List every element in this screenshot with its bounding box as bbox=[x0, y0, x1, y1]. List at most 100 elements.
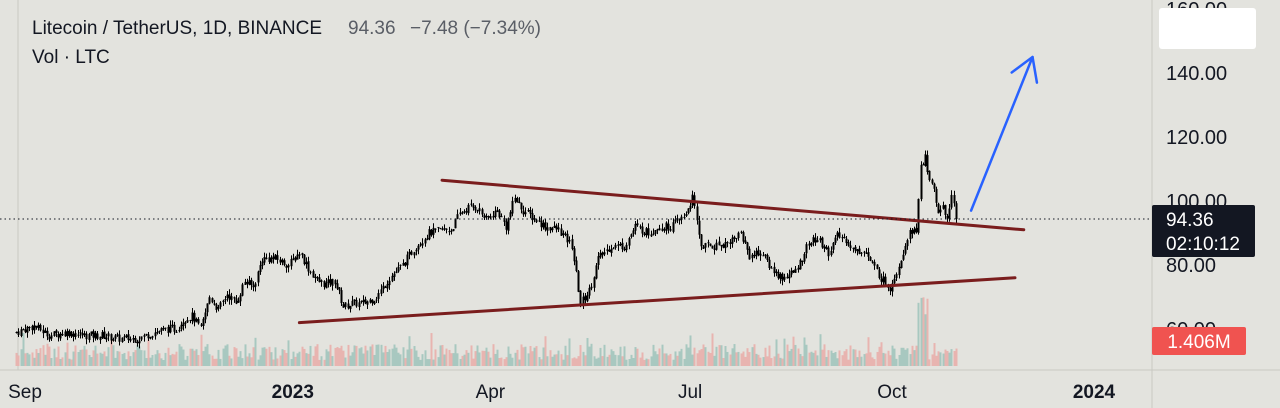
volume-bar bbox=[136, 344, 139, 366]
volume-bar bbox=[105, 356, 108, 366]
candle-body bbox=[331, 278, 334, 286]
candle-body bbox=[15, 332, 18, 334]
candle-body bbox=[823, 246, 826, 249]
volume-bar bbox=[803, 337, 806, 366]
candle-body bbox=[740, 231, 743, 233]
volume-bar bbox=[250, 357, 253, 366]
candle-body bbox=[762, 255, 765, 257]
candle-body bbox=[586, 295, 589, 302]
candle-body bbox=[371, 299, 374, 304]
volume-bar bbox=[437, 357, 440, 366]
candle-body bbox=[608, 249, 611, 252]
candle-body bbox=[744, 240, 747, 243]
volume-bar bbox=[114, 357, 117, 366]
volume-bar bbox=[898, 355, 901, 366]
volume-bar bbox=[424, 350, 427, 366]
candle-body bbox=[856, 249, 859, 252]
volume-bar bbox=[500, 357, 503, 366]
volume-bar bbox=[713, 355, 716, 366]
volume-bar bbox=[140, 350, 143, 366]
candle-body bbox=[676, 218, 679, 220]
volume-bar bbox=[162, 359, 165, 366]
candle-body bbox=[406, 254, 409, 266]
candle-body bbox=[248, 280, 251, 285]
volume-bar bbox=[46, 343, 49, 366]
lower-trendline[interactable] bbox=[297, 276, 1017, 325]
volume-bar bbox=[867, 337, 870, 366]
volume-bar bbox=[42, 345, 45, 366]
volume-bar bbox=[595, 358, 598, 366]
candle-body bbox=[882, 276, 885, 283]
candle-body bbox=[841, 237, 844, 239]
volume-bar bbox=[614, 354, 617, 366]
candle-body bbox=[711, 245, 714, 249]
candle-body bbox=[766, 255, 769, 260]
legend-volume[interactable]: Vol · LTC bbox=[32, 47, 110, 68]
projection-arrow[interactable] bbox=[969, 55, 1039, 212]
candle-body bbox=[164, 327, 167, 329]
volume-bar bbox=[654, 351, 657, 366]
volume-bar bbox=[538, 357, 541, 366]
candle-body bbox=[678, 219, 681, 221]
upper-trendline[interactable] bbox=[440, 178, 1026, 232]
volume-bar bbox=[228, 355, 231, 366]
legend-symbol[interactable]: Litecoin / TetherUS, 1D, BINANCE bbox=[32, 18, 322, 39]
candle-body bbox=[781, 273, 784, 281]
candle-body bbox=[151, 336, 154, 338]
volume-bar bbox=[917, 302, 920, 366]
volume-bar bbox=[44, 354, 47, 366]
volume-bar bbox=[156, 350, 159, 366]
volume-bar bbox=[355, 345, 358, 366]
candle-body bbox=[478, 208, 481, 212]
candle-body bbox=[759, 253, 762, 256]
time-axis[interactable]: Sep 2023 Apr Jul Oct 2024 bbox=[8, 382, 1115, 403]
candle-body bbox=[182, 322, 185, 327]
volume-bar bbox=[643, 359, 646, 366]
candle-body bbox=[937, 203, 940, 214]
candle-body bbox=[906, 240, 909, 247]
volume-bar bbox=[164, 352, 167, 366]
candle-body bbox=[518, 201, 521, 203]
volume-bar bbox=[632, 358, 635, 366]
volume-bar bbox=[904, 349, 907, 366]
candle-body bbox=[909, 230, 912, 240]
scale-settings-box[interactable] bbox=[1159, 8, 1256, 49]
volume-bar bbox=[175, 351, 178, 366]
volume-bar bbox=[160, 358, 163, 366]
volume-tag-bg bbox=[1152, 327, 1246, 355]
candle-body bbox=[904, 245, 907, 254]
volume-bar bbox=[24, 353, 27, 366]
candle-body bbox=[628, 238, 631, 246]
volume-bar bbox=[531, 351, 534, 366]
candle-body bbox=[397, 266, 400, 272]
volume-bar bbox=[443, 354, 446, 366]
candle-body bbox=[566, 233, 569, 243]
volume-bar bbox=[408, 336, 411, 366]
candle-body bbox=[672, 222, 675, 232]
volume-bar bbox=[755, 353, 758, 366]
candle-body bbox=[920, 164, 923, 200]
candle-body bbox=[658, 228, 661, 231]
volume-bar bbox=[33, 357, 36, 366]
volume-bar bbox=[230, 358, 233, 366]
volume-bar bbox=[279, 355, 282, 366]
candle-body bbox=[66, 330, 69, 337]
candle-body bbox=[31, 325, 34, 331]
candle-body bbox=[305, 262, 308, 265]
candle-body bbox=[118, 334, 121, 342]
candle-body bbox=[145, 333, 148, 335]
volume-bar bbox=[946, 351, 949, 366]
volume-bar bbox=[485, 347, 488, 366]
candle-body bbox=[691, 194, 694, 206]
volume-bar bbox=[926, 298, 929, 366]
candle-body bbox=[704, 243, 707, 248]
candle-body bbox=[529, 209, 532, 214]
candle-body bbox=[496, 209, 499, 212]
candle-body bbox=[388, 280, 391, 286]
volume-bar bbox=[445, 348, 448, 366]
volume-bar bbox=[579, 345, 582, 366]
volume-bar bbox=[503, 359, 506, 366]
volume-bar bbox=[693, 347, 696, 366]
volume-bar bbox=[331, 356, 334, 366]
candle-body bbox=[279, 259, 282, 263]
